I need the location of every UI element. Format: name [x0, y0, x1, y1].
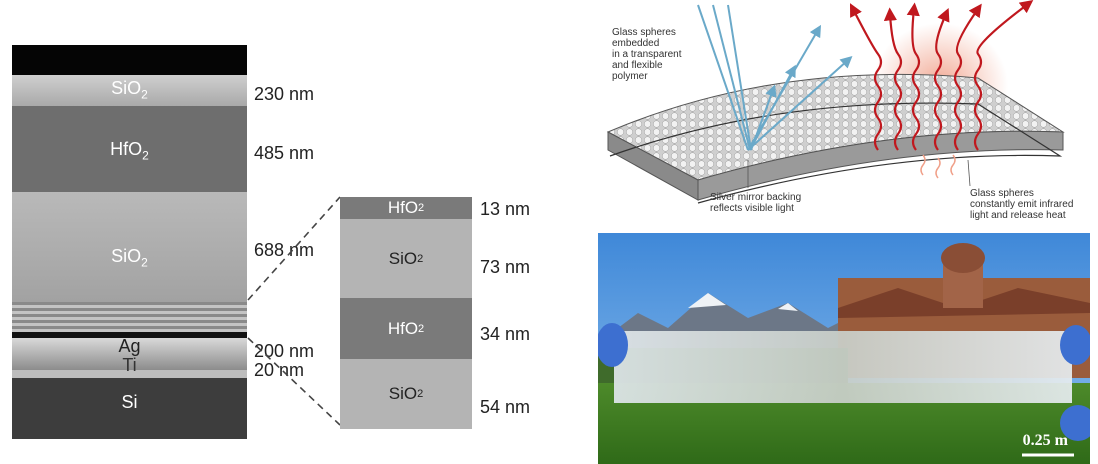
thickness-sio2-top: 230 nm [254, 84, 315, 104]
stack-layer-hfo2-mid: HfO 2 [340, 298, 472, 359]
cooling-schematic [606, 0, 1065, 204]
scale-label: 0.25 m [1022, 432, 1068, 449]
caption-mirror: Silver mirror backing reflects visible l… [710, 192, 802, 214]
thickness-ag: 200 nm [254, 341, 315, 361]
field-photo: 0.25 m [598, 233, 1090, 464]
zoom-line-top [247, 196, 341, 301]
sem-label-si: Si [121, 392, 138, 412]
sem-label-sio2-top: SiO2 [111, 78, 148, 102]
right-glove-bottom [1060, 405, 1090, 441]
sem-band-ag [12, 338, 247, 370]
emit-leader [967, 159, 971, 187]
sem-band-ti [12, 370, 247, 378]
stack-thickness-2: 34 nm [480, 324, 531, 344]
sem-label-hfo2: HfO2 [110, 139, 149, 163]
infrared-rays [849, 0, 1034, 151]
thickness-sio2-mid: 688 nm [254, 240, 315, 260]
sem-band-sio2-mid [12, 192, 247, 302]
thickness-hfo2: 485 nm [254, 143, 315, 163]
photo-scene [598, 233, 1090, 464]
sem-label-ti: Ti [122, 355, 137, 375]
stack-layer-hfo2-top: HfO 2 [340, 197, 472, 219]
snow-caps [688, 293, 798, 311]
sem-cross-section: SiO2 HfO2 SiO2 Ag Ti Si [12, 45, 247, 439]
sem-top-dark [12, 45, 247, 75]
thickness-ti: 20 nm [254, 360, 305, 380]
caption-polymer: Glass spheres embedded in a transparent … [612, 27, 682, 82]
left-glove [598, 323, 628, 367]
stack-thickness-3: 54 nm [480, 397, 531, 417]
film-edge [697, 130, 1064, 201]
sem-band-hfo2 [12, 106, 247, 192]
sem-band-sio2-top [12, 75, 247, 106]
cooling-film [614, 331, 1072, 403]
zoom-line-bottom [247, 337, 341, 426]
sem-band-gap [12, 332, 247, 338]
sem-label-ag: Ag [118, 336, 141, 356]
caption-emit: Glass spheres constantly emit infrared l… [970, 188, 1074, 221]
visible-light-rays [697, 4, 853, 151]
stack-thickness-1: 73 nm [480, 257, 531, 277]
stack-thickness-0: 13 nm [480, 199, 531, 219]
silver-backing [609, 102, 1063, 204]
sem-band-multilayer [12, 302, 247, 332]
right-glove-top [1060, 325, 1090, 365]
stack-layer-sio2-bottom: SiO 2 [340, 359, 472, 429]
sem-band-si [12, 378, 247, 439]
heat-waves [920, 154, 956, 179]
sem-label-sio2-mid: SiO2 [111, 246, 148, 270]
zoom-lines [247, 196, 341, 426]
stack-layer-sio2-top: SiO 2 [340, 219, 472, 298]
